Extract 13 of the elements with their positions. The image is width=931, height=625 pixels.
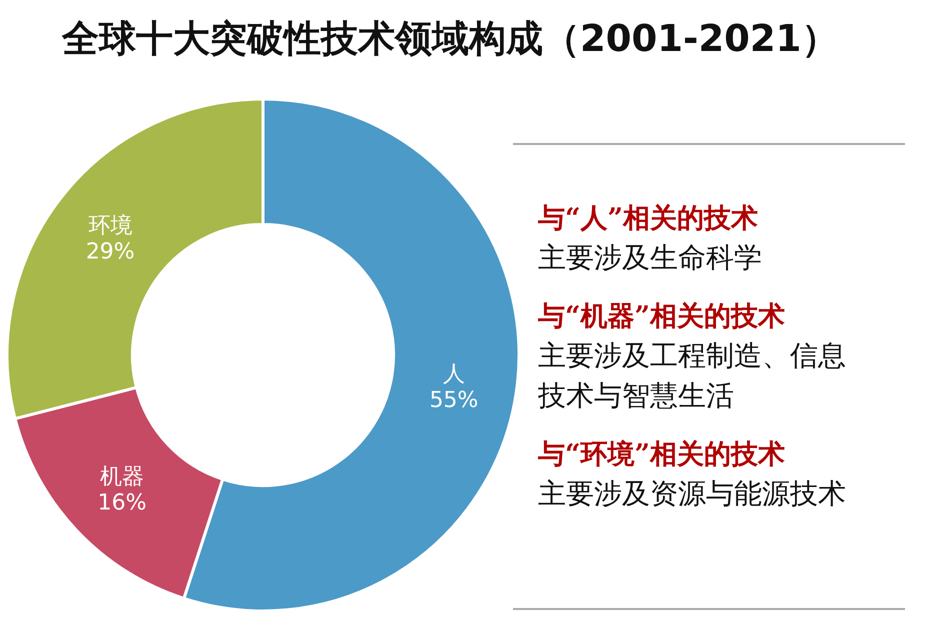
data-label: 16%	[98, 490, 147, 516]
text: 主要涉及生命科学	[538, 240, 763, 276]
text: 主要涉及资源与能源技术	[538, 476, 847, 512]
slice-label: 人	[442, 362, 465, 388]
data-label: 29%	[86, 240, 135, 265]
data-label: 55%	[429, 388, 478, 414]
slice-label: 机器	[100, 464, 144, 490]
text: 与“环境”相关的技术	[538, 438, 786, 472]
text: 与“机器”相关的技术	[538, 300, 786, 334]
slice-label: 环境	[88, 214, 132, 239]
text: 与“人”相关的技术	[538, 202, 760, 236]
text: 主要涉及工程制造、信息技术与智慧生活	[538, 338, 847, 414]
title: 全球十大突破性技术领域构成（2001-2021）	[62, 16, 838, 62]
